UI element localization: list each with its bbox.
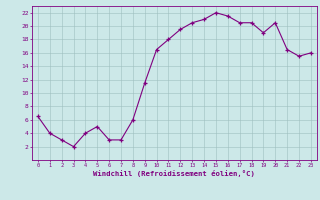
- X-axis label: Windchill (Refroidissement éolien,°C): Windchill (Refroidissement éolien,°C): [93, 170, 255, 177]
